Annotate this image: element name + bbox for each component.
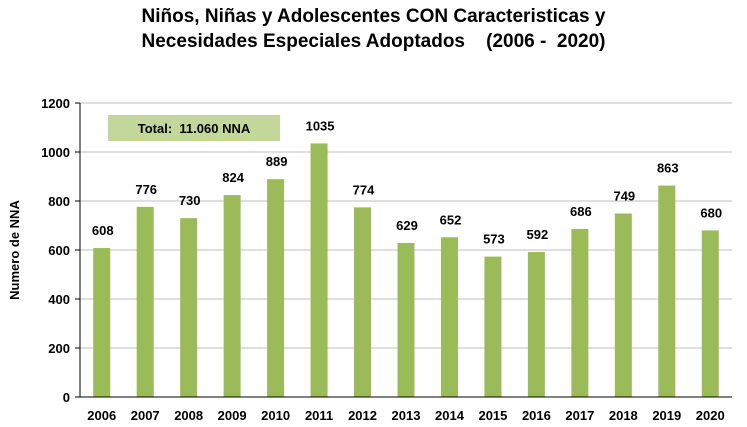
x-tick-label: 2006 — [87, 408, 116, 423]
y-axis-label: Numero de NNA — [7, 200, 22, 300]
bar — [440, 237, 458, 397]
x-tick-label: 2016 — [522, 408, 551, 423]
bar — [527, 251, 545, 397]
x-tick-label: 2008 — [174, 408, 203, 423]
y-tick-label: 1200 — [41, 96, 70, 111]
data-label: 889 — [266, 154, 288, 169]
x-tick-label: 2020 — [696, 408, 725, 423]
x-tick-label: 2014 — [435, 408, 465, 423]
bar — [267, 179, 285, 397]
y-axis-ticks: 0 200 400 600 800 1000 1200 — [41, 96, 80, 405]
chart-title: Niños, Niñas y Adolescentes CON Caracter… — [0, 4, 747, 54]
y-tick-label: 0 — [63, 390, 70, 405]
bar — [180, 218, 198, 397]
data-label: 863 — [657, 161, 679, 176]
bar — [571, 228, 589, 397]
y-tick-label: 800 — [48, 194, 70, 209]
chart-title-line-1: Niños, Niñas y Adolescentes CON Caracter… — [141, 6, 606, 27]
x-tick-label: 2012 — [348, 408, 377, 423]
data-label: 652 — [440, 212, 462, 227]
bar — [614, 213, 632, 397]
bar — [484, 256, 502, 397]
x-tick-label: 2017 — [565, 408, 594, 423]
y-tick-label: 600 — [48, 243, 70, 258]
chart-title-line-2: Necesidades Especiales Adoptados (2006 -… — [141, 31, 606, 52]
x-tick-label: 2009 — [218, 408, 247, 423]
bar — [223, 195, 241, 397]
data-label: 592 — [527, 227, 549, 242]
data-label: 776 — [135, 182, 157, 197]
bar — [93, 248, 111, 397]
total-annotation-box — [108, 115, 280, 141]
x-axis-ticks: 2006 2007 2008 2009 2010 2011 2012 2013 2014 2015… — [87, 408, 724, 423]
data-label: 686 — [570, 204, 592, 219]
total-annotation-text: Total: 11.060 NNA — [138, 121, 251, 136]
bar — [701, 230, 719, 397]
data-label: 730 — [179, 193, 201, 208]
bar — [310, 143, 328, 397]
data-label: 573 — [483, 232, 505, 247]
total-annotation: Total: 11.060 NNA — [108, 115, 280, 141]
bar — [354, 207, 372, 397]
x-tick-label: 2015 — [478, 408, 507, 423]
data-labels: 608 776 730 824 889 1035 774 629 652 573 592 686 749… — [92, 118, 722, 246]
data-label: 629 — [396, 218, 418, 233]
y-tick-label: 1000 — [41, 145, 70, 160]
y-tick-label: 200 — [48, 341, 70, 356]
data-label: 749 — [613, 188, 635, 203]
bars — [93, 143, 719, 397]
x-tick-label: 2007 — [131, 408, 160, 423]
bar — [658, 185, 676, 397]
bar — [397, 242, 415, 397]
x-tick-label: 2013 — [392, 408, 421, 423]
data-label: 680 — [700, 205, 722, 220]
x-tick-label: 2018 — [609, 408, 638, 423]
x-tick-label: 2010 — [261, 408, 290, 423]
bar — [136, 206, 154, 397]
data-label: 824 — [222, 170, 244, 185]
x-tick-label: 2011 — [305, 408, 333, 423]
y-tick-label: 400 — [48, 292, 70, 307]
x-tick-label: 2019 — [652, 408, 681, 423]
data-label: 1035 — [306, 118, 335, 133]
data-label: 608 — [92, 223, 114, 238]
data-label: 774 — [353, 182, 375, 197]
